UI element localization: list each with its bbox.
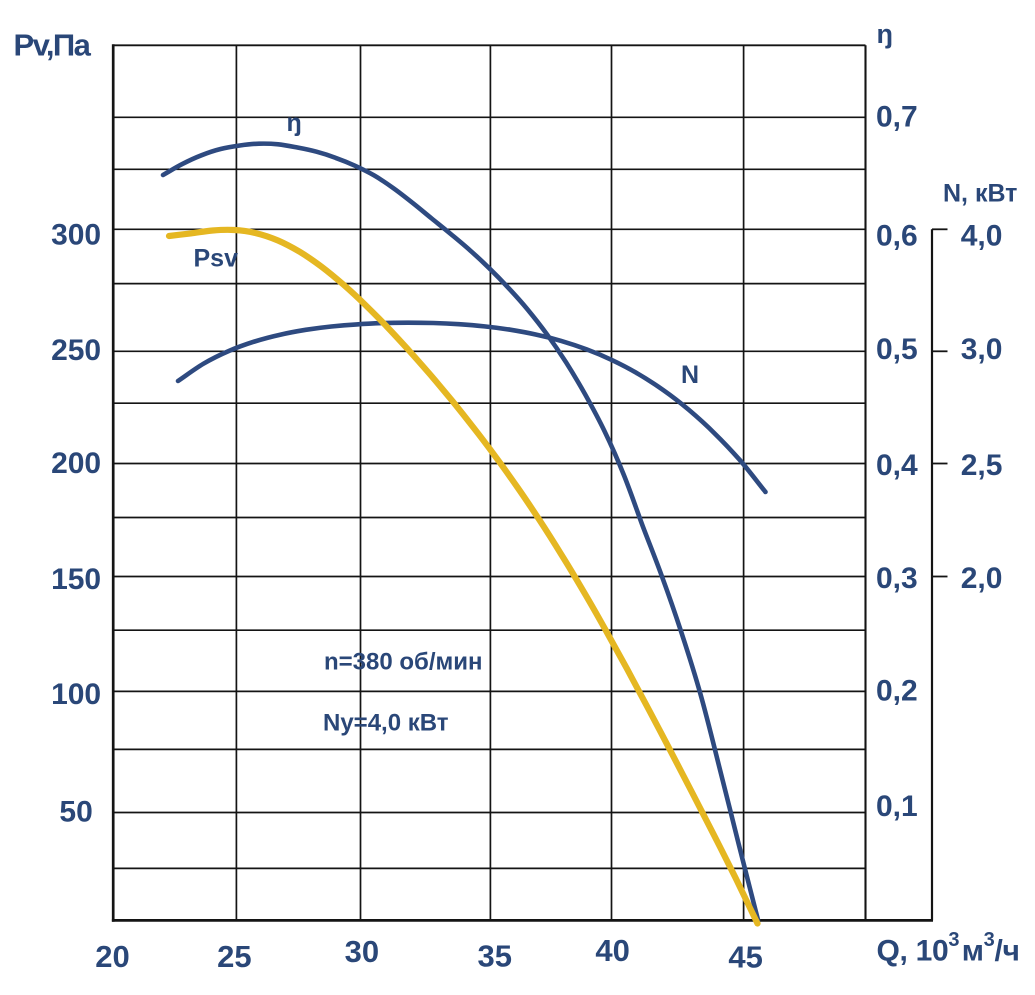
svg-text:Ny=4,0 кВт: Ny=4,0 кВт [323, 710, 449, 737]
svg-text:250: 250 [51, 334, 101, 367]
svg-text:300: 300 [51, 218, 101, 251]
svg-text:100: 100 [51, 678, 101, 711]
svg-text:0,4: 0,4 [876, 449, 918, 482]
svg-text:0,7: 0,7 [876, 101, 918, 134]
svg-text:3,0: 3,0 [961, 333, 1003, 366]
svg-text:Q, 103м3/ч: Q, 103м3/ч [877, 929, 1020, 968]
svg-text:N, кВт: N, кВт [943, 180, 1017, 208]
svg-text:45: 45 [728, 939, 762, 974]
svg-text:N: N [681, 361, 699, 389]
svg-text:200: 200 [51, 447, 101, 480]
svg-text:ŋ: ŋ [877, 19, 894, 49]
svg-text:2,5: 2,5 [961, 449, 1003, 482]
svg-text:ŋ: ŋ [287, 109, 302, 137]
svg-text:0,3: 0,3 [876, 562, 918, 595]
svg-text:25: 25 [217, 939, 251, 974]
svg-text:0,1: 0,1 [876, 790, 918, 823]
svg-text:Pv,Па: Pv,Па [14, 28, 92, 63]
svg-text:n=380 об/мин: n=380 об/мин [324, 648, 483, 675]
svg-text:20: 20 [95, 939, 129, 974]
svg-text:35: 35 [478, 938, 512, 973]
svg-text:40: 40 [595, 933, 629, 968]
svg-text:30: 30 [345, 934, 379, 969]
svg-text:2,0: 2,0 [961, 562, 1003, 595]
svg-text:0,2: 0,2 [876, 674, 918, 707]
svg-text:Psv: Psv [194, 245, 239, 273]
svg-text:4,0: 4,0 [961, 219, 1003, 252]
svg-text:0,6: 0,6 [876, 219, 918, 252]
svg-text:150: 150 [51, 563, 101, 596]
svg-text:50: 50 [59, 795, 92, 828]
svg-text:0,5: 0,5 [876, 333, 918, 366]
